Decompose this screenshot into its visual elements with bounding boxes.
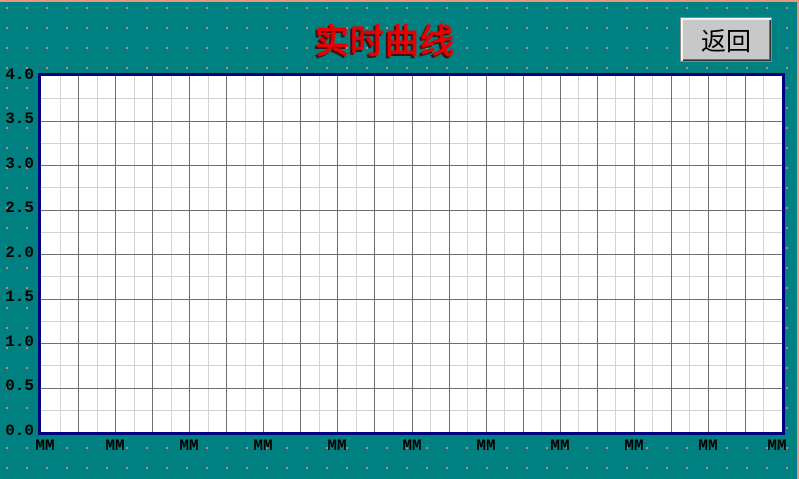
x-tick-label: MM xyxy=(253,437,273,455)
x-tick-label: MM xyxy=(698,437,718,455)
x-tick-label: MM xyxy=(402,437,422,455)
x-tick-label: MM xyxy=(767,437,787,455)
x-tick-label: MM xyxy=(550,437,570,455)
y-tick-label: 2.5 xyxy=(5,199,34,217)
x-tick-label: MM xyxy=(179,437,199,455)
y-tick-label: 4.0 xyxy=(5,66,34,84)
y-tick-label: 1.0 xyxy=(5,333,34,351)
page-title: 实时曲线 xyxy=(315,23,455,61)
x-tick-label: MM xyxy=(476,437,496,455)
x-tick-label: MM xyxy=(105,437,125,455)
y-tick-label: 0.5 xyxy=(5,377,34,395)
x-tick-label: MM xyxy=(327,437,347,455)
screen-frame-right xyxy=(797,0,799,479)
x-tick-label: MM xyxy=(624,437,644,455)
grid-line-h xyxy=(41,253,782,255)
trend-chart-plot xyxy=(38,73,785,435)
y-tick-label: 3.5 xyxy=(5,110,34,128)
back-button[interactable]: 返回 xyxy=(680,17,772,62)
grid-line-h xyxy=(41,342,782,344)
screen-frame-top xyxy=(0,0,799,2)
y-tick-label: 2.0 xyxy=(5,244,34,262)
grid-line-h xyxy=(41,164,782,166)
grid-line-h xyxy=(41,120,782,122)
grid-line-h xyxy=(41,387,782,389)
grid-line-h xyxy=(41,298,782,300)
grid-line-h xyxy=(41,209,782,211)
x-tick-label: MM xyxy=(35,437,55,455)
back-button-label: 返回 xyxy=(700,27,751,56)
y-tick-label: 3.0 xyxy=(5,155,34,173)
y-tick-label: 0.0 xyxy=(5,422,34,440)
y-tick-label: 1.5 xyxy=(5,288,34,306)
